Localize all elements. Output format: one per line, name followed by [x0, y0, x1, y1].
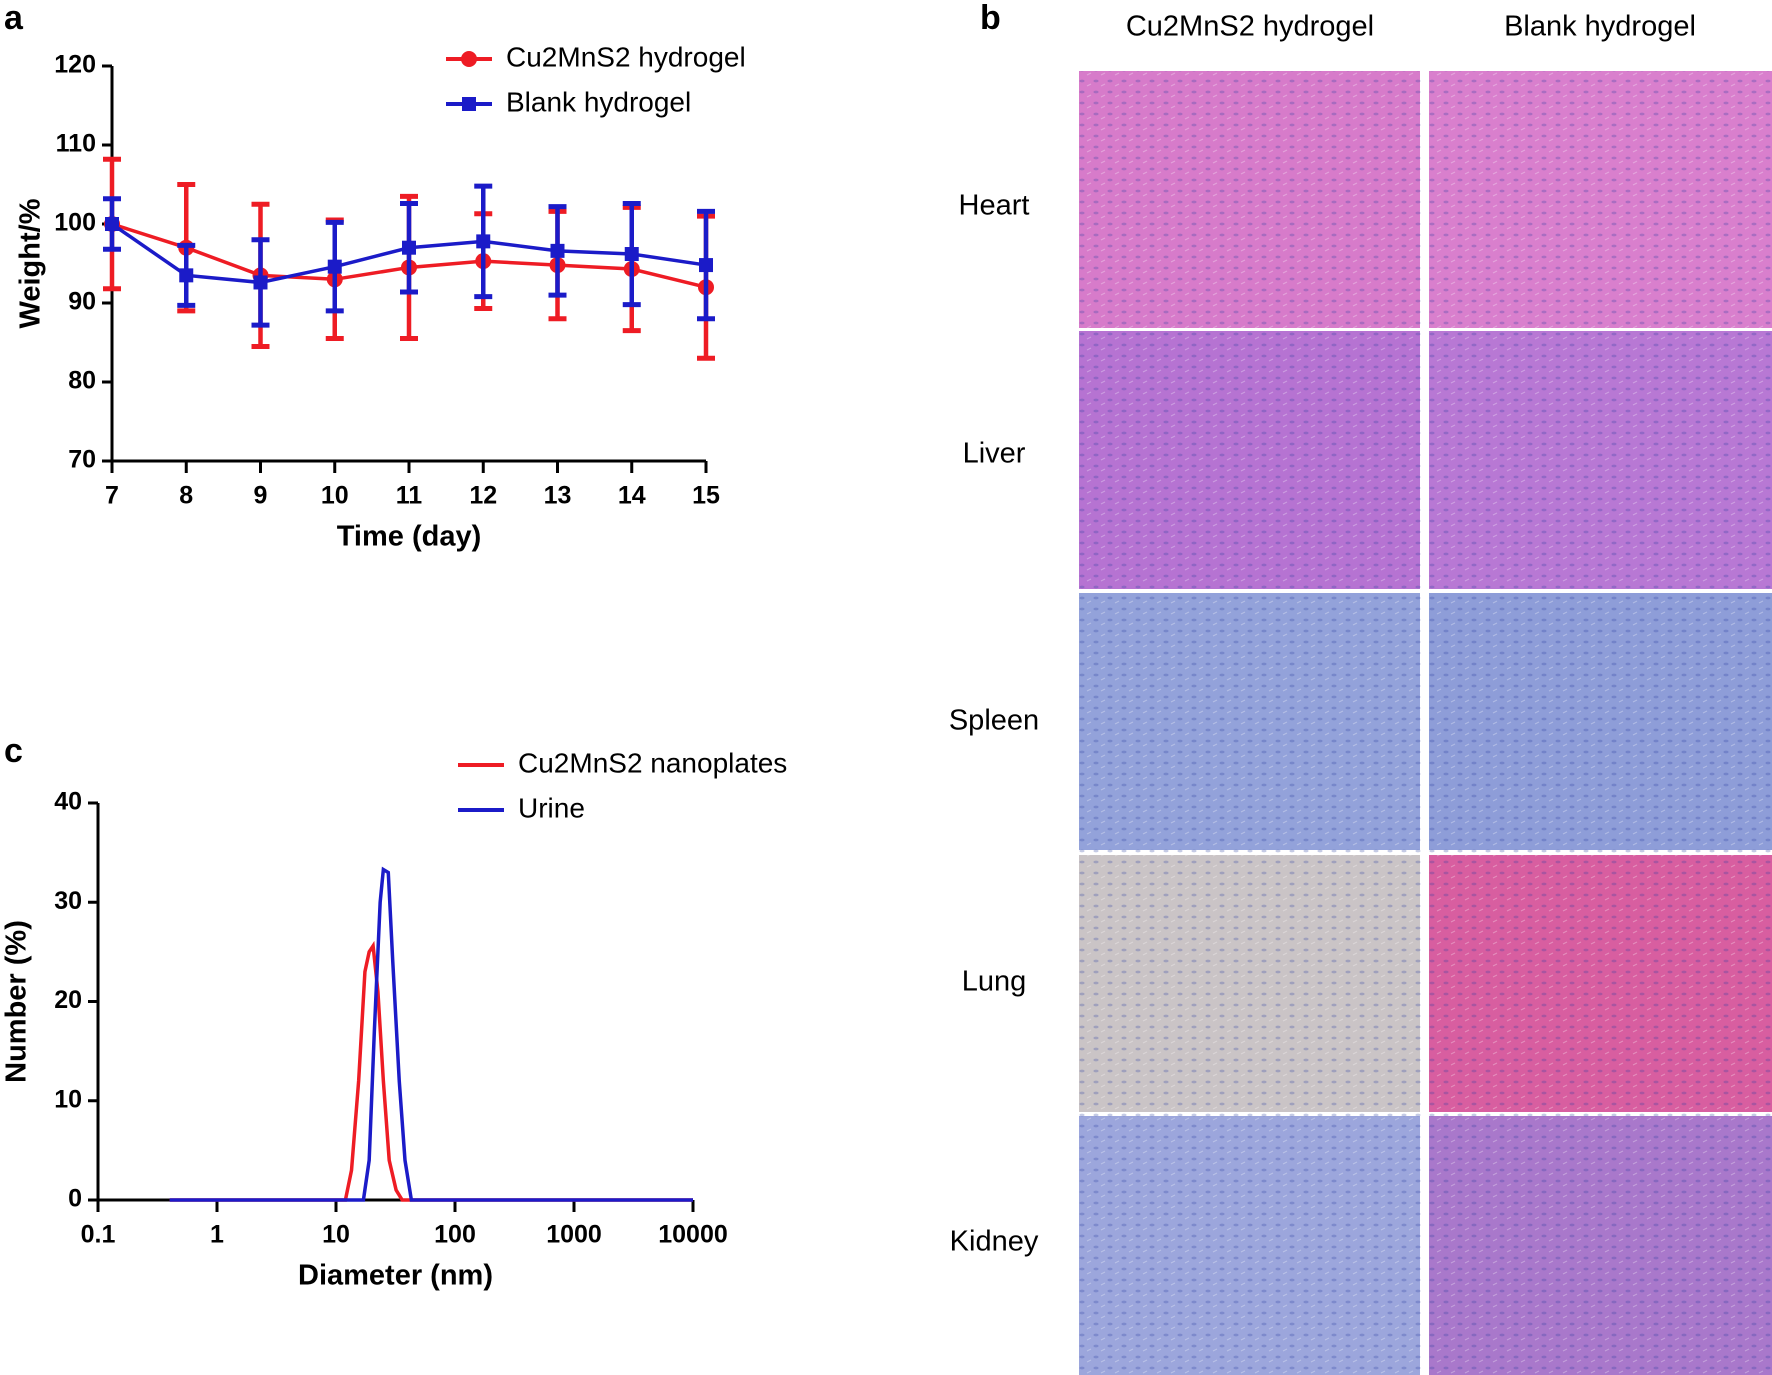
y-tick-label: 110 — [56, 130, 96, 158]
legend-label: Cu2MnS2 hydrogel — [506, 41, 746, 72]
x-tick-label: 8 — [179, 482, 193, 510]
y-tick-label: 100 — [54, 209, 96, 237]
row-label: Heart — [959, 190, 1030, 222]
legend-marker — [461, 51, 477, 67]
marker — [402, 240, 416, 255]
marker — [327, 259, 342, 274]
y-tick-label: 90 — [68, 288, 96, 316]
x-tick-label: 15 — [692, 482, 720, 510]
x-tick-label: 11 — [396, 482, 423, 510]
y-axis-title: Number (%) — [1, 920, 33, 1083]
row-label: Spleen — [949, 705, 1039, 737]
panel-label: c — [4, 732, 23, 770]
legend-label: Blank hydrogel — [506, 86, 691, 117]
x-tick-label: 0.1 — [81, 1221, 116, 1249]
y-tick-label: 30 — [54, 887, 82, 915]
column-header: Blank hydrogel — [1504, 11, 1696, 43]
panel-label: a — [4, 0, 24, 37]
row-label: Kidney — [950, 1226, 1039, 1258]
x-tick-label: 10000 — [658, 1221, 728, 1249]
panel-label: b — [980, 0, 1001, 37]
x-tick-label: 7 — [105, 482, 119, 510]
x-axis-title: Diameter (nm) — [298, 1260, 493, 1292]
x-tick-label: 14 — [618, 482, 646, 510]
panel-b-images — [1079, 71, 1772, 1375]
x-tick-label: 1 — [210, 1221, 224, 1249]
x-tick-label: 10 — [321, 482, 349, 510]
marker — [550, 243, 565, 258]
marker — [624, 247, 639, 262]
series-line — [169, 866, 693, 1202]
y-tick-label: 80 — [68, 367, 96, 395]
marker — [699, 258, 713, 273]
x-tick-label: 100 — [434, 1221, 476, 1249]
texture — [1079, 71, 1772, 1375]
y-tick-label: 0 — [68, 1185, 82, 1213]
legend-marker — [462, 97, 476, 111]
y-tick-label: 20 — [54, 986, 82, 1014]
marker — [476, 234, 491, 249]
legend-label: Cu2MnS2 nanoplates — [518, 747, 787, 778]
marker — [105, 217, 119, 231]
x-tick-label: 12 — [469, 482, 497, 510]
x-axis-title: Time (day) — [337, 521, 482, 553]
legend-label: Urine — [518, 792, 585, 823]
x-tick-label: 9 — [254, 482, 268, 510]
x-tick-label: 13 — [544, 482, 572, 510]
row-label: Liver — [963, 438, 1026, 470]
y-tick-label: 10 — [54, 1085, 82, 1113]
y-axis-title: Weight/% — [15, 198, 47, 328]
x-tick-label: 1000 — [546, 1221, 602, 1249]
series-line — [169, 940, 693, 1202]
y-tick-label: 120 — [54, 51, 96, 79]
row-label: Lung — [962, 966, 1027, 998]
column-header: Cu2MnS2 hydrogel — [1126, 11, 1374, 43]
y-tick-label: 40 — [54, 788, 82, 816]
x-tick-label: 10 — [322, 1221, 350, 1249]
marker — [179, 268, 194, 283]
marker — [253, 275, 268, 290]
y-tick-label: 70 — [68, 446, 96, 474]
